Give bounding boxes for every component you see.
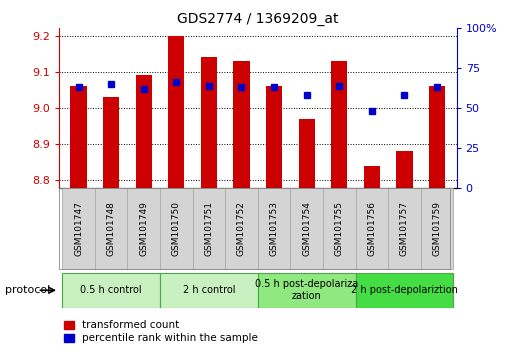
Text: GSM101755: GSM101755 [335, 201, 344, 256]
Bar [364, 166, 380, 188]
Bar [356, 273, 453, 308]
Bar [95, 188, 127, 269]
Text: GSM101753: GSM101753 [269, 201, 279, 256]
Text: 2 h post-depolariztion: 2 h post-depolariztion [351, 285, 458, 295]
Bar [323, 188, 356, 269]
Bar [103, 97, 120, 188]
Bar [299, 119, 315, 188]
Text: GSM101757: GSM101757 [400, 201, 409, 256]
Text: GSM101750: GSM101750 [172, 201, 181, 256]
Bar [160, 188, 192, 269]
Legend: transformed count, percentile rank within the sample: transformed count, percentile rank withi… [64, 320, 258, 343]
Bar [233, 61, 250, 188]
Title: GDS2774 / 1369209_at: GDS2774 / 1369209_at [177, 12, 339, 26]
Bar [429, 86, 445, 188]
Bar [331, 61, 347, 188]
Bar [192, 188, 225, 269]
Bar [266, 86, 282, 188]
Bar [62, 188, 95, 269]
Bar [62, 273, 160, 308]
Bar [388, 188, 421, 269]
Text: 0.5 h post-depolariza
zation: 0.5 h post-depolariza zation [255, 279, 358, 301]
Text: GSM101747: GSM101747 [74, 201, 83, 256]
Text: GSM101748: GSM101748 [107, 201, 115, 256]
Bar [201, 57, 217, 188]
Bar [135, 75, 152, 188]
Text: GSM101751: GSM101751 [204, 201, 213, 256]
Text: GSM101754: GSM101754 [302, 201, 311, 256]
Bar [258, 188, 290, 269]
Bar [290, 188, 323, 269]
Text: GSM101759: GSM101759 [432, 201, 442, 256]
Bar [160, 273, 258, 308]
Bar [356, 188, 388, 269]
Text: 2 h control: 2 h control [183, 285, 235, 295]
Bar [127, 188, 160, 269]
Text: GSM101749: GSM101749 [139, 201, 148, 256]
Bar [70, 86, 87, 188]
Bar [258, 273, 356, 308]
Text: protocol: protocol [5, 285, 50, 295]
Text: GSM101752: GSM101752 [237, 201, 246, 256]
Bar [396, 152, 412, 188]
Bar [421, 188, 453, 269]
Bar [225, 188, 258, 269]
Text: GSM101756: GSM101756 [367, 201, 377, 256]
Text: 0.5 h control: 0.5 h control [81, 285, 142, 295]
Bar [168, 35, 185, 188]
